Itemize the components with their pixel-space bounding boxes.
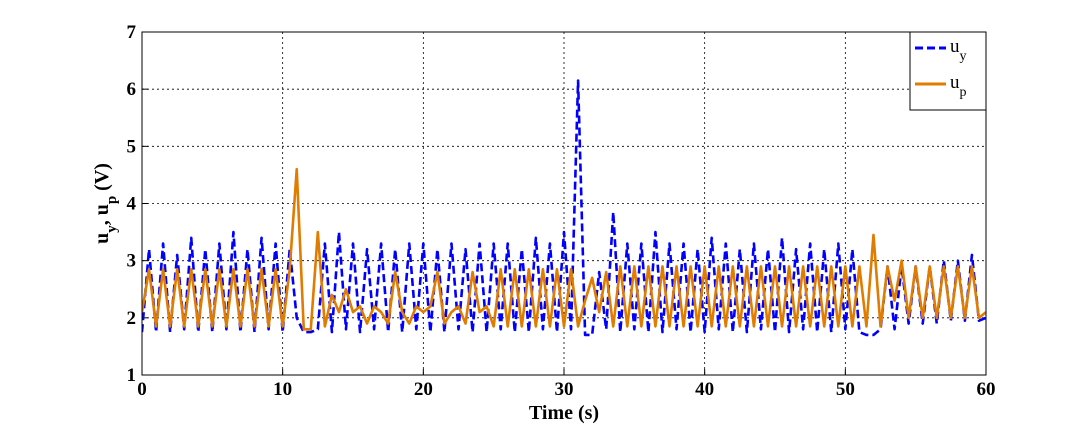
x-axis-label: Time (s) bbox=[529, 402, 599, 424]
legend-box bbox=[909, 31, 987, 111]
y-tick-label: 5 bbox=[127, 136, 137, 157]
y-tick-label: 3 bbox=[127, 251, 137, 272]
x-tick-label: 40 bbox=[695, 379, 714, 400]
data-line bbox=[142, 167, 986, 331]
x-tick-label: 60 bbox=[977, 379, 996, 400]
y-label-part: (V) bbox=[91, 163, 113, 196]
legend-subscript: y bbox=[960, 49, 967, 64]
y-label-part: p bbox=[104, 196, 120, 204]
y-tick-label: 4 bbox=[127, 194, 137, 215]
y-tick-label: 2 bbox=[127, 308, 137, 329]
plot-frame bbox=[141, 31, 987, 376]
x-tick-label: 10 bbox=[273, 379, 292, 400]
x-tick-label: 50 bbox=[836, 379, 855, 400]
legend-label: up bbox=[950, 72, 967, 100]
legend-label: uy bbox=[950, 36, 967, 64]
legend-subscript: p bbox=[960, 85, 967, 100]
y-label-part: u bbox=[91, 233, 113, 244]
y-label-part: y bbox=[104, 225, 120, 233]
y-axis-label: uy, up (V) bbox=[91, 163, 120, 244]
x-tick-label: 20 bbox=[414, 379, 433, 400]
x-tick-label: 30 bbox=[555, 379, 574, 400]
data-line bbox=[142, 79, 986, 337]
y-tick-label: 7 bbox=[127, 22, 137, 43]
y-label-part: , u bbox=[91, 204, 113, 225]
legend-name: u bbox=[950, 72, 960, 93]
y-tick-label: 1 bbox=[127, 365, 137, 386]
legend-name: u bbox=[950, 36, 960, 57]
y-tick-label: 6 bbox=[127, 79, 137, 100]
x-tick-label: 0 bbox=[137, 379, 147, 400]
